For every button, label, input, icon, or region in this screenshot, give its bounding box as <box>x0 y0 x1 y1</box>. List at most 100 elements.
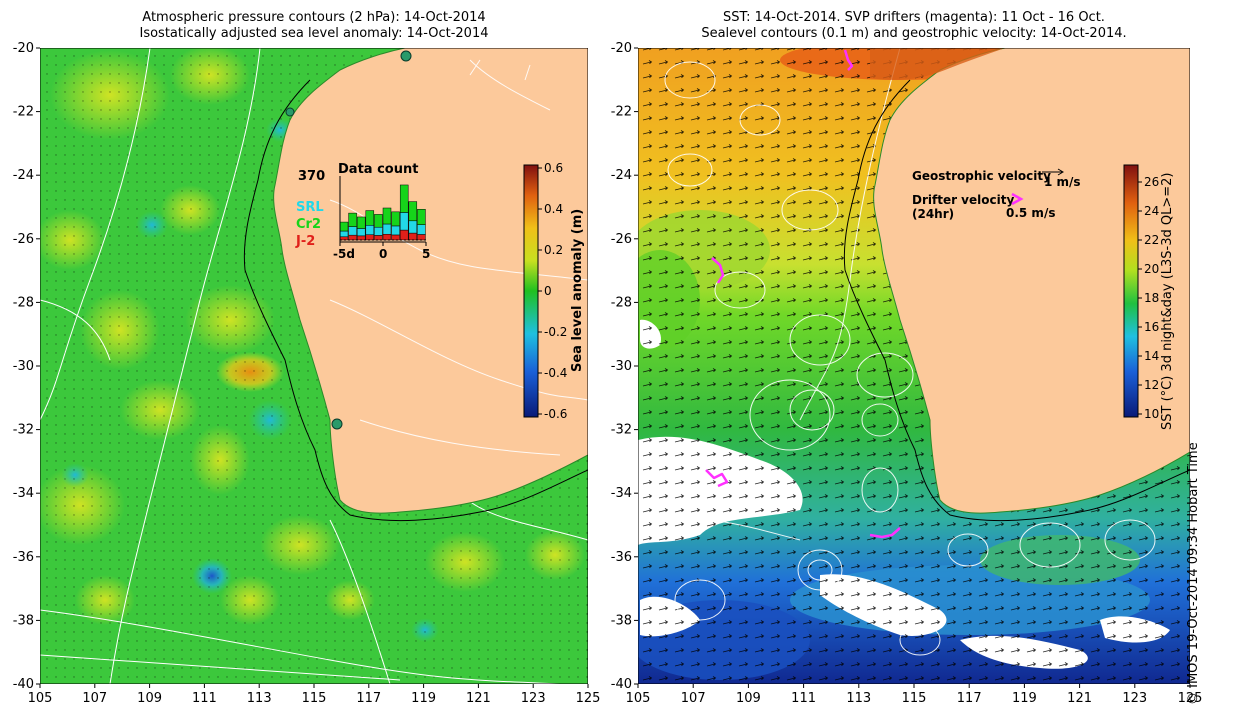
colorbar-tick-label: 24 <box>1144 204 1159 218</box>
drifter-scale-label: 0.5 m/s <box>1006 206 1055 220</box>
geo-scale-label: 1 m/s <box>1044 175 1081 189</box>
inset-bar-segment <box>391 225 400 236</box>
lon-tick-label: 107 <box>82 691 107 706</box>
left-shelf-line <box>243 79 588 522</box>
colorbar-tick-label: 0.6 <box>544 161 563 175</box>
lon-tick-label: 105 <box>626 691 651 706</box>
inset-bar-segment <box>408 201 418 222</box>
colorbar-tick-label: 0.4 <box>544 202 563 216</box>
inset-bar-segment <box>348 226 357 236</box>
left-title-line2: Isostatically adjusted sea level anomaly… <box>139 26 489 41</box>
lat-tick-label: -28 <box>611 295 632 310</box>
inset-bar-segment <box>408 232 418 241</box>
right-map <box>638 48 1190 684</box>
colorbar-tick-label: 22 <box>1144 233 1159 247</box>
lon-tick-label: 113 <box>846 691 871 706</box>
right-title-line2: Sealevel contours (0.1 m) and geostrophi… <box>701 26 1127 41</box>
colorbar-tick-label: 16 <box>1144 320 1159 334</box>
lon-tick-label: 117 <box>356 691 381 706</box>
inset-bar-segment <box>417 209 426 225</box>
colorbar-tick-label: 0.2 <box>544 243 563 257</box>
inset-bar-segment <box>417 234 426 241</box>
legend-cr2: Cr2 <box>296 217 321 232</box>
inset-bar-segment <box>382 223 392 235</box>
inset-bar-segment <box>382 233 392 241</box>
lon-tick-label: 119 <box>1012 691 1037 706</box>
inset-bar-segment <box>374 235 383 241</box>
inset-bar-segment <box>408 220 418 234</box>
left-land <box>273 48 588 514</box>
colorbar-tick-label: 20 <box>1144 262 1159 276</box>
inset-bar-segment <box>382 207 392 225</box>
lat-tick-label: -20 <box>611 41 632 56</box>
right-land <box>873 48 1190 514</box>
inset-xtick-right: 5 <box>422 247 430 261</box>
lat-tick-label: -32 <box>13 423 34 438</box>
lat-tick-label: -26 <box>611 232 632 247</box>
lat-tick-label: -26 <box>13 232 34 247</box>
lon-tick-label: 119 <box>411 691 436 706</box>
inset-bar-segment <box>391 211 400 227</box>
inset-bar-segment <box>365 210 375 226</box>
lon-tick-label: 125 <box>1178 691 1203 706</box>
lat-tick-label: -22 <box>13 105 34 120</box>
lon-tick-label: 111 <box>791 691 816 706</box>
geo-velocity-label: Geostrophic velocity <box>912 169 1051 183</box>
lon-tick-label: 125 <box>576 691 601 706</box>
inset-bar-segment <box>339 230 349 238</box>
velocity-legend: Geostrophic velocity 1 m/s Drifter veloc… <box>912 168 1081 221</box>
inset-max-label: 370 <box>298 169 325 184</box>
right-title-line1: SST: 14-Oct-2014. SVP drifters (magenta)… <box>723 10 1105 25</box>
colorbar-tick-label: -0.2 <box>544 325 567 339</box>
data-count-inset: Data count 370 -5d 0 5 SRL Cr2 J-2 <box>295 162 430 261</box>
right-colorbar-label: SST (°C) 3d night&day (L3S-3d QL>=2) <box>1160 172 1175 431</box>
legend-srl: SRL <box>296 200 324 215</box>
lon-tick-label: 107 <box>681 691 706 706</box>
colorbar-tick-label: -0.4 <box>544 366 567 380</box>
drifter-velocity-label: Drifter velocity <box>912 193 1014 207</box>
lat-tick-label: -30 <box>611 359 632 374</box>
lon-tick-label: 115 <box>902 691 927 706</box>
lat-tick-label: -34 <box>611 486 632 501</box>
drifter-velocity-sub: (24hr) <box>912 207 954 221</box>
left-map-title: Atmospheric pressure contours (2 hPa): 1… <box>40 10 588 42</box>
right-shelf-line <box>843 79 1190 522</box>
inset-xtick-mid: 0 <box>379 247 387 261</box>
lat-tick-label: -20 <box>13 41 34 56</box>
legend-j2: J-2 <box>295 234 315 249</box>
lat-tick-label: -40 <box>13 677 34 692</box>
left-colorbar-ticks: 0.6 0.4 0.2 0 -0.2 -0.4 -0.6 <box>538 161 567 421</box>
imos-credit: © IMOS 19-Oct-2014 09:34 Hobart Time <box>1186 442 1201 705</box>
colorbar-tick-label: 26 <box>1144 175 1159 189</box>
colorbar-tick-label: 12 <box>1144 378 1159 392</box>
lon-tick-label: 121 <box>1067 691 1092 706</box>
colorbar-tick-label: 10 <box>1144 407 1159 421</box>
left-title-line1: Atmospheric pressure contours (2 hPa): 1… <box>142 10 486 25</box>
right-colorbar-ticks: 26 24 22 20 18 16 14 12 10 <box>1138 175 1159 421</box>
inset-bar-segment <box>348 234 357 241</box>
colorbar-tick-label: 0 <box>544 284 552 298</box>
inset-bar-segment <box>356 216 366 229</box>
inset-bar-segment <box>339 221 349 232</box>
right-colorbar: 26 24 22 20 18 16 14 12 10 <box>1123 164 1159 421</box>
lon-tick-label: 123 <box>521 691 546 706</box>
lat-tick-label: -24 <box>611 168 632 183</box>
inset-bar-segment <box>417 224 426 235</box>
lat-tick-label: -38 <box>611 613 632 628</box>
inset-bar-segment <box>356 228 366 237</box>
lat-tick-label: -34 <box>13 486 34 501</box>
inset-bars <box>339 184 426 241</box>
northwest-shelf-warm <box>870 48 1005 80</box>
left-colorbar-label: Sea level anomaly (m) <box>570 208 585 372</box>
left-colorbar: 0.6 0.4 0.2 0 -0.2 -0.4 -0.6 <box>523 161 567 421</box>
lat-tick-label: -30 <box>13 359 34 374</box>
inset-bar-segment <box>374 214 383 228</box>
inset-bar-segment <box>399 212 409 231</box>
lat-tick-label: -38 <box>13 613 34 628</box>
inset-bar-segment <box>391 234 400 241</box>
left-map <box>40 48 588 684</box>
colorbar-tick-label: 18 <box>1144 291 1159 305</box>
